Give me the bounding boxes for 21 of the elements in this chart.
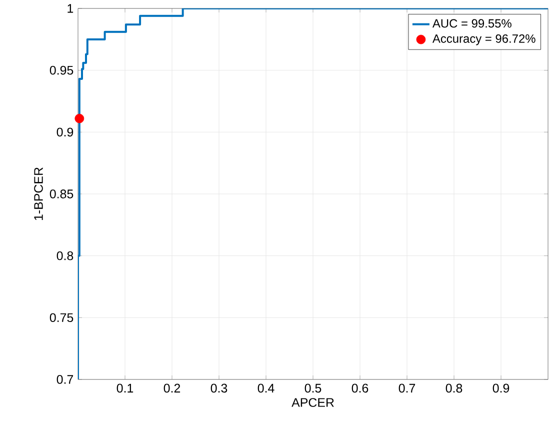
x-tick-label: 0.2	[164, 384, 180, 392]
y-tick-label: 0.85	[50, 189, 74, 198]
line-series	[78, 8, 548, 380]
y-tick-label: 0.7	[56, 374, 74, 384]
x-tick-label: 0.1	[116, 384, 134, 392]
y-tick-label: 1	[68, 4, 74, 12]
x-tick-label: 0.3	[210, 384, 228, 392]
x-tick-label: 0.8	[446, 384, 462, 392]
y-tick-label: 0.75	[50, 312, 74, 322]
legend-label: Accuracy = 96.72%	[432, 34, 536, 45]
y-tick-label: 0.9	[56, 127, 74, 136]
x-tick-label: 0.7	[398, 384, 416, 392]
y-tick-label: 0.95	[50, 66, 74, 74]
x-axis-title: APCER	[292, 398, 334, 407]
legend-label: AUC = 99.55%	[432, 18, 512, 28]
x-tick-label: 0.6	[352, 384, 368, 392]
x-tick-label: 0.4	[258, 384, 274, 392]
y-tick-label: 0.8	[56, 251, 74, 260]
x-tick-label: 0.5	[304, 384, 322, 392]
y-axis-title: 1-BPCER	[34, 167, 43, 220]
x-tick-label: 0.9	[492, 384, 510, 392]
